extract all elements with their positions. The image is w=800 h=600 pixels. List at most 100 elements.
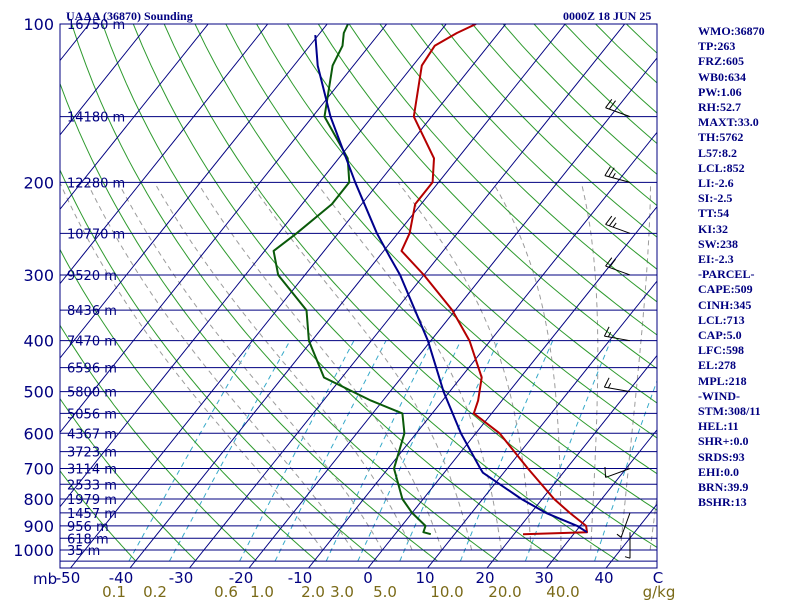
index-entry: LCL:852 [698,160,745,175]
mixing-ratio-line [399,340,499,562]
mixing-ratio-line [459,340,554,562]
wind-barb [603,377,631,393]
isotherm-tick-label: 10 [415,569,434,587]
index-entry: MPL:218 [698,373,747,388]
isotherm-line [308,131,657,568]
index-entry: SHR+:0.0 [698,434,749,449]
wind-barb-flag [603,326,610,337]
pressure-tick-label: 100 [23,15,54,34]
wind-barb-column [603,99,631,559]
wind-barb-staff [605,468,631,478]
wind-barb-half-flag [612,172,616,178]
isotherm-tick-label: 40 [594,569,613,587]
height-label: 4367 m [67,427,117,442]
index-entry: SW:238 [698,236,739,251]
wind-barb [616,512,631,538]
pressure-tick-label: 900 [23,517,54,536]
mixing-ratio-label: 0.2 [143,583,167,600]
index-entry: HEL:11 [698,419,739,434]
isotherm-tick-label: -50 [56,569,81,587]
height-label: 35 m [67,544,100,559]
index-entry: WMO:36870 [698,24,765,38]
isotherm-line [367,205,657,568]
mixing-ratio-label: 0.6 [214,583,238,600]
height-label: 8436 m [67,304,117,319]
dry-adiabat-line [348,24,657,336]
pressure-tick-label: 700 [23,460,54,479]
dry-adiabat-line [60,397,197,562]
wind-barb-half-flag [624,556,631,559]
moist-adiabat-line [153,182,413,551]
wind-barb [605,215,631,234]
dry-adiabat-line [102,24,559,562]
dry-adiabat-line [71,24,499,562]
height-label: 6596 m [67,362,117,377]
index-entry: EI:-2.3 [698,252,734,267]
dry-adiabat-line [60,469,137,562]
wind-barb [624,532,631,559]
wind-barb-staff [605,265,631,276]
height-label: 16750 m [67,18,125,33]
index-entry: RH:52.7 [698,100,741,115]
isotherm-line [0,24,30,568]
index-entry: CINH:345 [698,297,752,312]
pressure-tick-label: 800 [23,490,54,509]
moist-adiabat-line [649,493,657,551]
index-entry: FRZ:605 [698,54,744,69]
index-entry: BSHR:13 [698,495,747,510]
index-entry: TT:54 [698,206,730,221]
isotherm-line [486,354,657,568]
wind-barb-half-flag [616,533,622,538]
wind-barb [605,99,631,118]
index-entry: LI:-2.6 [698,176,734,191]
dry-adiabat-line [60,82,438,562]
parcel-trace [314,35,588,534]
moist-adiabat-line [492,182,562,550]
index-entry: EL:278 [698,358,737,373]
wind-barb-staff [604,335,631,342]
wind-barb-flag [605,215,613,225]
pressure-tick-label: 600 [23,424,54,443]
pressure-tick-label: 200 [23,173,54,192]
height-label: 7470 m [67,335,117,350]
index-entry: STM:308/11 [698,404,761,419]
isotherm-tick-label: -30 [169,569,194,587]
wind-barb-flag [604,466,607,478]
moist-adiabat-line [249,182,473,551]
isotherm-line [546,429,657,568]
moist-adiabat-line [86,182,354,551]
wind-barb-half-flag [607,331,612,338]
mixing-ratio-label: 5.0 [373,583,397,600]
mixing-ratio-label: 1.0 [250,583,274,600]
moist-adiabat-line [117,182,383,551]
index-entry: TP:263 [698,39,736,54]
isobars [60,23,657,562]
mb-label: mb [33,570,57,588]
height-label: 618 m [67,532,109,547]
dry-adiabat-line [60,168,378,562]
index-entry: EHI:0.0 [698,464,740,479]
wind-barb-flag [605,257,613,267]
dry-adiabat-line [317,24,657,370]
mixing-ratio-line [524,340,612,562]
mixing-ratio-lines [128,340,657,562]
index-entry: WB0:634 [698,69,746,84]
wind-barb-flag [603,377,610,388]
height-label: 12280 m [67,176,125,191]
station-title: UAAA (36870) Sounding [66,9,193,23]
moist-adiabat-line [619,182,652,551]
isotherm-line [60,24,209,211]
dry-adiabat-line [564,24,657,114]
mixing-ratio-label: 2.0 [301,583,325,600]
isotherm-tick-label: -40 [109,569,134,587]
mixing-ratio-label: 3.0 [330,583,354,600]
isotherms [0,24,657,568]
dry-adiabat-line [194,24,657,511]
height-label: 5800 m [67,386,117,401]
mixing-ratio-line [274,340,387,562]
wind-barb-half-flag [612,222,617,228]
wind-barb [604,466,631,478]
temperature-trace [400,24,588,536]
index-entry: CAP:5.0 [698,328,742,343]
